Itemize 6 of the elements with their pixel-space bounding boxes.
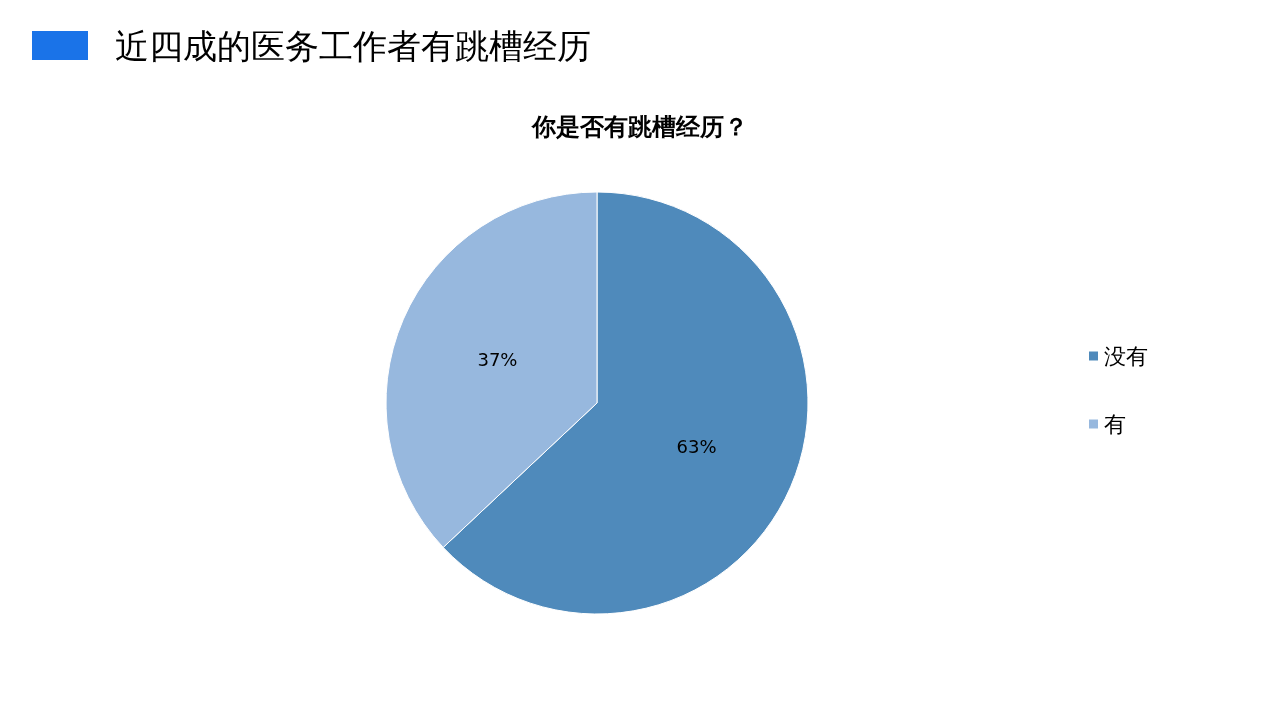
data-label: 37%	[477, 349, 518, 371]
legend-label: 没有	[1104, 343, 1148, 369]
legend-label: 有	[1104, 411, 1126, 437]
data-label: 63%	[676, 435, 717, 457]
chart-subtitle: 你是否有跳槽经历？	[531, 113, 748, 141]
chart-title: 近四成的医务工作者有跳槽经历	[115, 26, 591, 66]
